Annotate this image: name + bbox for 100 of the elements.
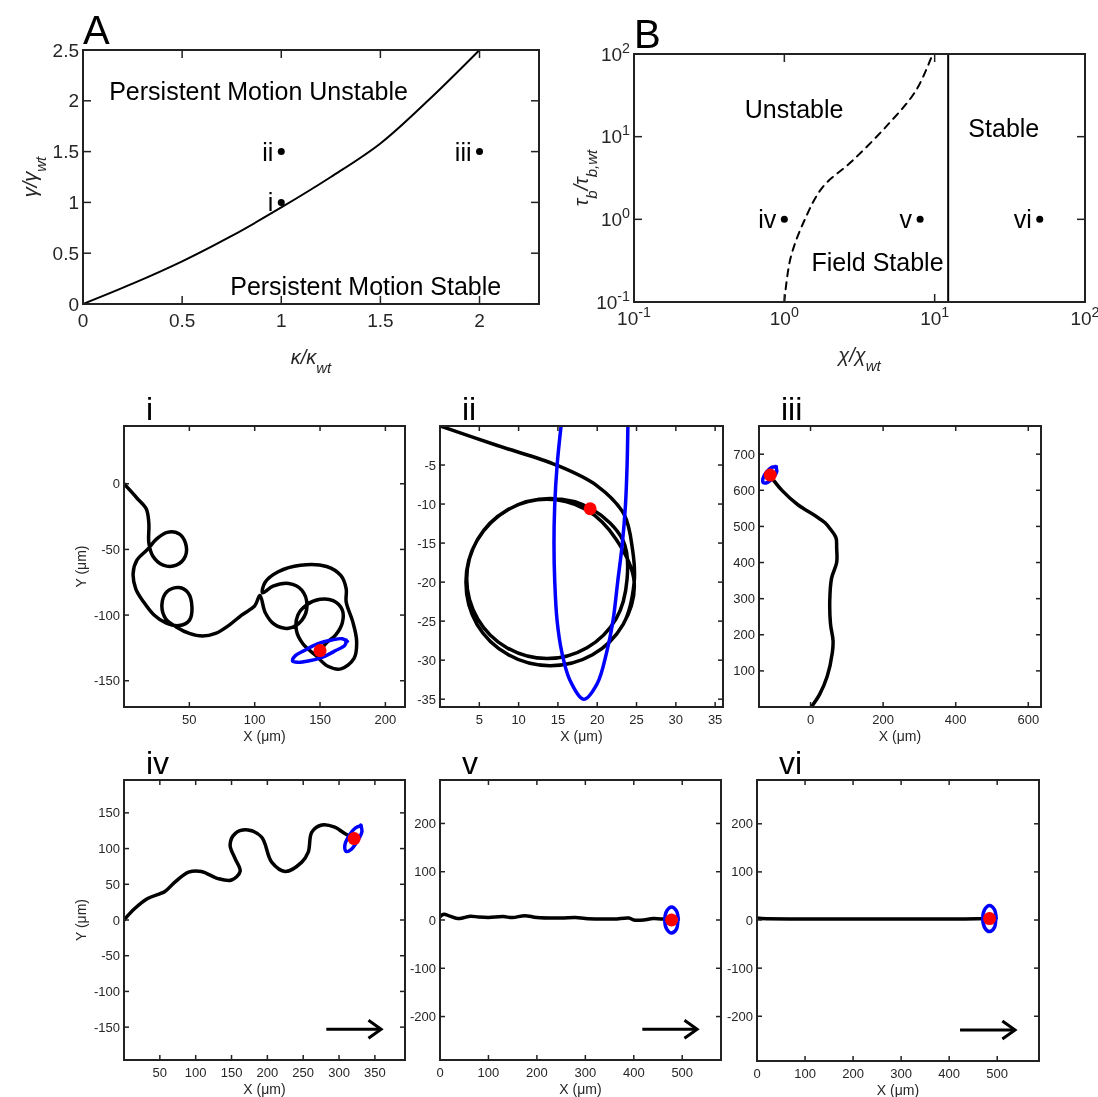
y-tick-label: -10 — [417, 496, 436, 512]
y-tick-label: -100 — [93, 607, 120, 623]
x-tick-label: 300 — [574, 1065, 597, 1080]
y-tick-label: 0.5 — [52, 242, 79, 264]
y-tick-label: 100 — [414, 864, 436, 880]
y-tick-label: 200 — [414, 816, 436, 831]
annotation: Field Stable — [811, 248, 944, 277]
y-tick-label: -30 — [417, 652, 436, 668]
y-tick-label: -100 — [409, 960, 436, 976]
y-tick-label: 100 — [98, 841, 120, 857]
line-series — [440, 426, 637, 668]
x-axis-title: X (μm) — [878, 728, 922, 744]
annotation: Persistent Motion Stable — [230, 272, 502, 301]
annotation: i — [267, 188, 274, 217]
y-tick-label: 1 — [68, 192, 79, 214]
x-tick-label: 100 — [477, 1065, 500, 1080]
chart-title: iv — [146, 745, 170, 781]
x-tick-label: 10 — [511, 712, 526, 727]
y-tick-label: 300 — [733, 591, 755, 607]
x-axis-title: X (μm) — [876, 1082, 920, 1097]
y-tick-label: -25 — [417, 613, 436, 629]
x-tick-label: 35 — [707, 712, 723, 727]
y-tick-label: 400 — [733, 555, 755, 571]
x-tick-label: 25 — [629, 712, 644, 727]
y-tick-label: -20 — [417, 574, 436, 590]
y-tick-label: 200 — [733, 627, 755, 643]
y-tick-label: 600 — [733, 482, 755, 498]
x-tick-label: 15 — [550, 712, 566, 727]
x-tick-label: 50 — [182, 712, 197, 727]
y-tick-label: -100 — [726, 960, 753, 976]
y-tick-label: 150 — [98, 805, 120, 821]
chart-title: v — [462, 745, 478, 781]
line-series — [663, 905, 681, 935]
x-tick-label: 250 — [292, 1065, 315, 1080]
x-tick-label: 500 — [671, 1065, 694, 1080]
x-tick-label: 20 — [589, 712, 605, 727]
annotation: Stable — [968, 114, 1040, 143]
y-tick-label: 0 — [428, 912, 436, 928]
x-tick-label: 200 — [256, 1065, 279, 1080]
annotation: v — [899, 205, 913, 234]
line-series — [761, 464, 779, 485]
annotation: iv — [758, 205, 777, 234]
y-tick-label: -15 — [417, 535, 436, 551]
annotation: ii — [262, 137, 274, 166]
x-tick-label: 200 — [374, 712, 397, 727]
x-tick-label: 600 — [1017, 712, 1040, 727]
x-tick-label: 200 — [842, 1066, 864, 1081]
x-tick-label: 100 — [794, 1066, 816, 1081]
x-tick-label: 300 — [328, 1065, 350, 1080]
line-series — [552, 426, 630, 701]
y-tick-label: -150 — [93, 673, 120, 689]
x-tick-label: 500 — [986, 1066, 1009, 1081]
annotation: Unstable — [744, 94, 844, 123]
x-tick-label: 10$^{0}$ — [769, 304, 799, 329]
chart-title: B — [634, 12, 661, 56]
y-tick-label: 1.5 — [52, 141, 79, 163]
x-tick-label: 200 — [872, 712, 894, 727]
x-tick-label: 2 — [474, 310, 485, 331]
y-tick-label: 0 — [745, 912, 753, 928]
x-tick-label: 50 — [152, 1065, 168, 1080]
chart-title: ii — [462, 391, 477, 427]
x-tick-label: 1.5 — [367, 310, 394, 331]
y-tick-label: 10$^{1}$ — [600, 122, 631, 148]
y-tick-label: 0 — [112, 912, 120, 928]
x-tick-label: 10$^{1}$ — [920, 304, 950, 329]
y-tick-label: -200 — [726, 1008, 753, 1024]
x-tick-label: 5 — [475, 712, 483, 727]
chart-title: A — [83, 8, 110, 52]
x-tick-label: 0 — [806, 712, 815, 727]
y-tick-label: -50 — [101, 948, 120, 964]
y-tick-label: 10$^{2}$ — [600, 39, 631, 65]
y-tick-label: 200 — [731, 816, 753, 832]
y-tick-label: 2.5 — [52, 39, 79, 61]
x-tick-label: 10$^{2}$ — [1070, 304, 1098, 329]
line-series — [981, 903, 998, 934]
annotation: Persistent Motion Unstable — [109, 76, 408, 105]
y-tick-label: 2 — [68, 90, 79, 112]
x-axis-title: χ/χ$_{wt}$ — [836, 344, 882, 374]
x-tick-label: 100 — [184, 1065, 207, 1080]
y-axis-title: Y (μm) — [73, 545, 89, 588]
x-tick-label: 0.5 — [168, 310, 196, 331]
x-axis-title: X (μm) — [243, 728, 286, 744]
x-tick-label: 200 — [526, 1065, 548, 1080]
x-axis-title: X (μm) — [560, 728, 603, 744]
y-tick-label: 700 — [733, 446, 755, 462]
line-series — [124, 482, 359, 671]
x-tick-label: 100 — [243, 712, 266, 727]
annotation: iii — [454, 137, 472, 166]
y-tick-label: 100 — [731, 864, 753, 880]
y-axis-title: Y (μm) — [73, 898, 89, 942]
x-axis-title: κ/κ$_{wt}$ — [290, 346, 333, 376]
y-tick-label: 10$^{0}$ — [600, 204, 631, 230]
x-axis-title: X (μm) — [243, 1081, 286, 1097]
chart-title: i — [146, 391, 154, 427]
y-tick-label: -50 — [101, 541, 120, 557]
x-tick-label: 400 — [938, 1066, 961, 1081]
y-tick-label: -5 — [424, 457, 436, 473]
line-series — [343, 823, 364, 854]
chart-title: iii — [781, 391, 803, 427]
chart-title: vi — [779, 745, 803, 781]
